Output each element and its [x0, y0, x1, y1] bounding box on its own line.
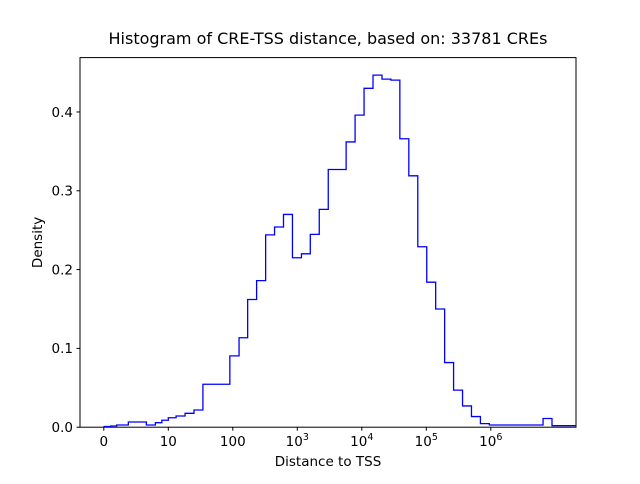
axes-frame — [79, 57, 577, 428]
x-tick-label: 106 — [479, 432, 502, 450]
x-tick-label: 104 — [350, 432, 373, 450]
y-tick-label: 0.3 — [52, 184, 73, 200]
x-tick-label: 103 — [286, 432, 309, 450]
x-tick-label: 105 — [415, 432, 438, 450]
y-tick-label: 0.2 — [52, 262, 73, 278]
x-tick-label: 0 — [100, 434, 109, 450]
y-axis-label: Density — [30, 217, 46, 268]
y-tick-label: 0.1 — [52, 341, 73, 357]
histogram-step-line — [103, 74, 576, 428]
chart-title: Histogram of CRE-TSS distance, based on:… — [109, 29, 548, 48]
y-tick-label: 0.4 — [52, 105, 73, 121]
plot-content: 0 10 100 103 104 105 106 0.0 0.1 0.2 0.3 0.4 — [52, 74, 576, 450]
y-tick-label: 0.0 — [52, 420, 73, 436]
x-tick-label: 100 — [220, 434, 246, 450]
x-tick-label: 10 — [160, 434, 177, 450]
x-axis-label: Distance to TSS — [275, 454, 382, 470]
